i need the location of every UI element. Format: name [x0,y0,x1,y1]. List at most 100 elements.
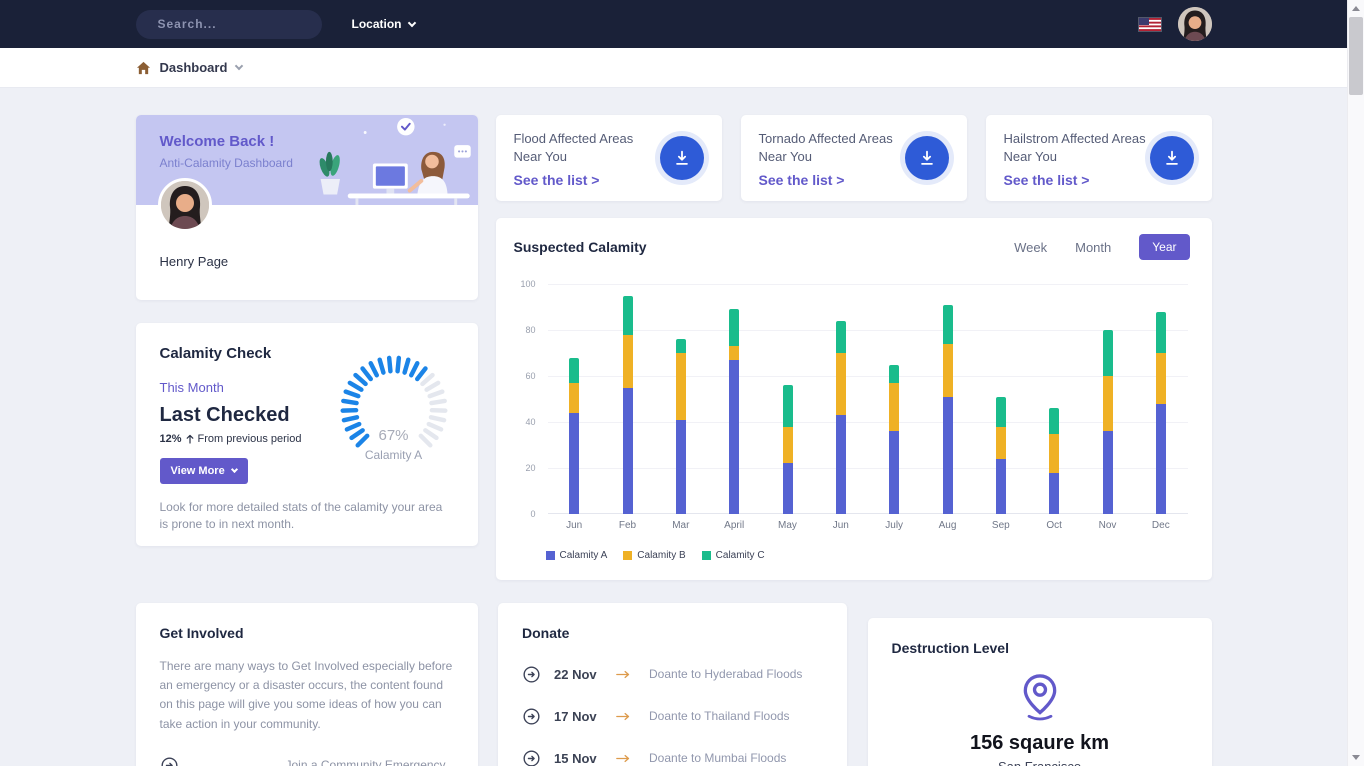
bar-segment[interactable] [889,382,900,432]
see-the-list-link[interactable]: See the list > [513,172,600,189]
bar-segment[interactable] [995,396,1006,427]
bar-segment[interactable] [1155,403,1166,514]
donate-label: Doante to Mumbai Floods [649,751,787,765]
donate-label: Doante to Thailand Floods [649,709,790,723]
bar-segment[interactable] [942,343,953,397]
scroll-down-button[interactable] [1348,749,1364,766]
see-the-list-link[interactable]: See the list > [1003,172,1090,189]
bar-segment[interactable] [942,396,953,514]
legend-swatch-icon [623,551,633,560]
get-involved-title: Get Involved [159,625,244,641]
y-tick-label: 60 [525,371,536,381]
breadcrumb-bar: Dashboard [0,48,1347,88]
profile-avatar[interactable] [157,178,212,232]
circle-arrow-icon [523,749,540,766]
tab-month[interactable]: Month [1075,239,1112,255]
calamity-gauge: 67% Calamity A [324,351,464,483]
bar-segment[interactable] [1102,376,1113,432]
legend-item[interactable]: Calamity C [701,550,765,561]
chart-range-tabs: Week Month Year [1014,234,1190,260]
gridline [547,422,1188,423]
language-flag-icon[interactable] [1137,16,1162,32]
destruction-value: 156 sqaure km [970,732,1109,754]
main-content: Welcome Back ! Anti-Calamity Dashboard [0,88,1347,766]
x-tick-label: Sep [991,520,1010,531]
bar-segment[interactable] [622,334,633,388]
bar-segment[interactable] [782,426,793,464]
bar-segment[interactable] [1049,433,1060,473]
map-pin-icon [1023,674,1056,721]
bar-segment[interactable] [569,412,580,514]
bar-segment[interactable] [1155,311,1166,353]
bar-segment[interactable] [729,346,740,360]
bar-segment[interactable] [835,415,846,514]
gauge-value: 67% [378,427,409,444]
bar-segment[interactable] [782,463,793,514]
bar-segment[interactable] [569,357,580,383]
arrow-up-icon [186,434,193,444]
y-tick-label: 20 [525,463,536,473]
view-more-button[interactable]: View More [159,458,248,484]
scroll-up-button[interactable] [1348,0,1364,17]
get-involved-item[interactable]: Join a Community Emergency Response Team… [160,756,454,766]
breadcrumb[interactable]: Dashboard [136,60,1212,75]
top-navbar: Location [0,0,1347,48]
bar-segment[interactable] [1102,330,1113,376]
bar-segment[interactable] [675,419,686,514]
donate-row[interactable]: 17 Nov Doante to Thailand Floods [522,695,823,737]
chevron-down-icon [235,61,244,71]
legend-item[interactable]: Calamity B [623,550,686,561]
bar-segment[interactable] [995,458,1006,514]
bar-segment[interactable] [835,320,846,353]
donate-card: Donate 22 Nov Doante to Hyderabad Flo [498,603,847,766]
download-button[interactable] [659,136,704,180]
search-box[interactable] [135,9,322,39]
bar-segment[interactable] [995,426,1006,459]
bar-segment[interactable] [729,359,740,514]
bar-segment[interactable] [729,309,740,347]
vertical-scrollbar [1347,0,1364,766]
circle-arrow-icon [523,665,540,683]
legend-item[interactable]: Calamity A [545,550,607,561]
chart-x-axis: Jun Feb Mar April May Jun July Aug Sep Oct Nov Dec [548,520,1188,534]
bar-segment[interactable] [942,304,953,344]
bar-segment[interactable] [675,339,686,353]
alert-title: Flood Affected Areas Near You [513,131,634,164]
donate-row[interactable]: 15 Nov Doante to Mumbai Floods [522,737,823,766]
bar-segment[interactable] [569,382,580,413]
location-dropdown[interactable]: Location [351,17,416,31]
donate-date: 22 Nov [554,666,597,682]
scrollbar-thumb[interactable] [1349,17,1363,95]
bar-segment[interactable] [889,364,900,383]
download-button[interactable] [1149,136,1194,180]
chart-y-axis: 0 20 40 60 80 100 [512,279,540,519]
see-the-list-link[interactable]: See the list > [758,172,845,189]
tab-year[interactable]: Year [1139,234,1190,260]
gridline [547,468,1188,469]
bar-segment[interactable] [1102,431,1113,514]
bar-segment[interactable] [622,295,633,335]
bar-segment[interactable] [675,353,686,420]
bar-segment[interactable] [1049,472,1060,514]
location-label: Location [351,17,402,31]
x-tick-label: April [724,520,745,531]
bar-segment[interactable] [622,387,633,514]
donate-row[interactable]: 22 Nov Doante to Hyderabad Floods [522,653,823,695]
bar-segment[interactable] [1155,353,1166,404]
bar-segment[interactable] [835,353,846,416]
bar-segment[interactable] [1049,408,1060,434]
gridline [547,513,1188,514]
hailstrom-alert-card: Hailstrom Affected Areas Near You See th… [985,115,1212,201]
user-avatar[interactable] [1177,7,1212,41]
search-input[interactable] [157,17,318,31]
delta-value: 12% [159,433,182,445]
get-involved-paragraph: There are many ways to Get Involved espe… [159,659,453,731]
navbar-inner: Location [135,7,1212,41]
bar-segment[interactable] [782,385,793,427]
calamity-check-title: Calamity Check [159,345,272,362]
download-button[interactable] [904,136,949,180]
bar-segment[interactable] [889,431,900,514]
user-name: Henry Page [159,254,229,269]
tab-week[interactable]: Week [1014,239,1048,255]
x-tick-label: Dec [1151,520,1170,531]
